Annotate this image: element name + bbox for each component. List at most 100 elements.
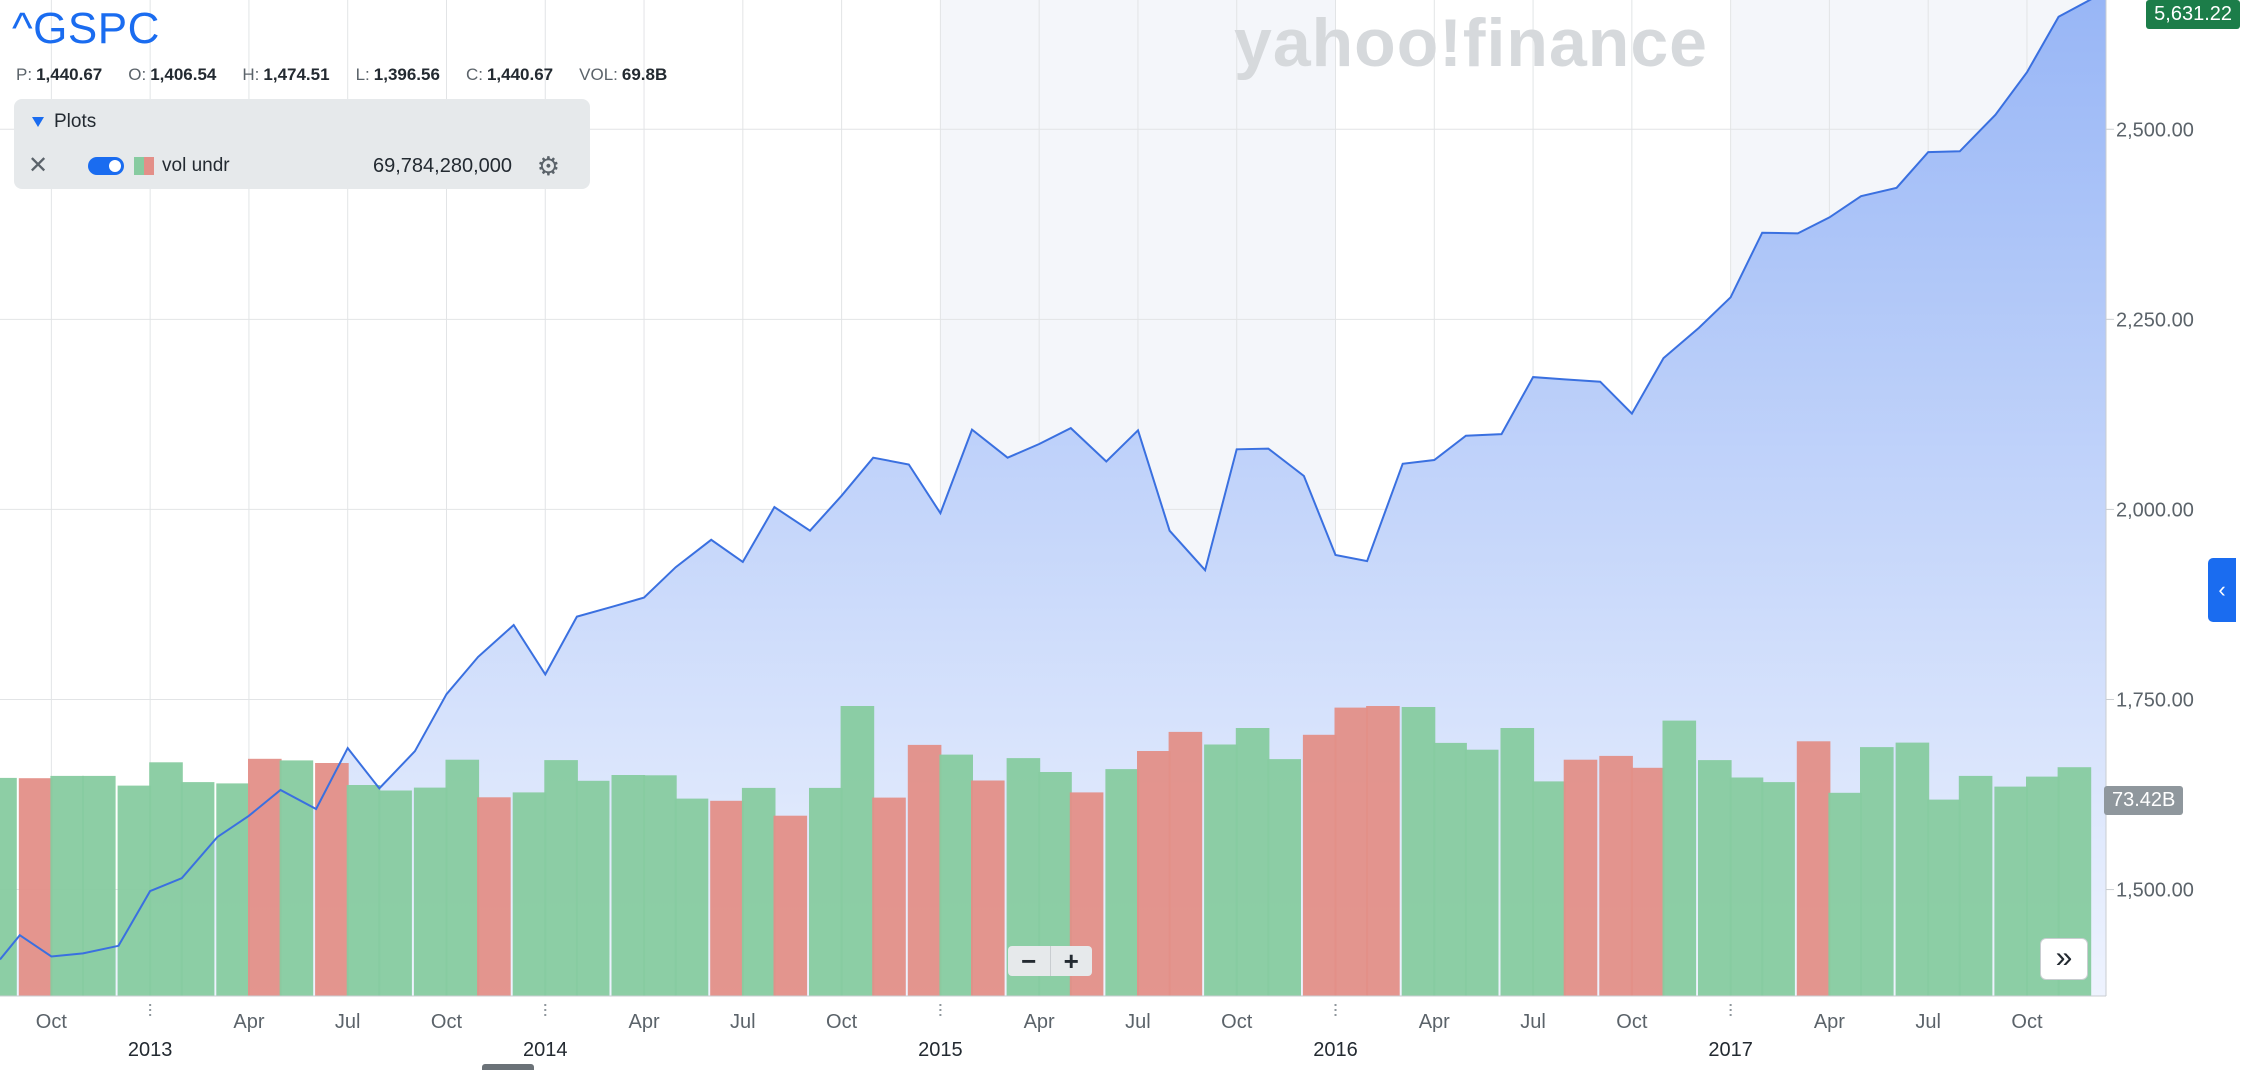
volume-bar-53 bbox=[1729, 777, 1764, 996]
volume-color-swatch[interactable] bbox=[134, 157, 154, 175]
x-month-label-2: Jul bbox=[335, 1011, 361, 1033]
volume-bar-35 bbox=[1137, 751, 1171, 996]
volume-bar-26 bbox=[840, 706, 875, 996]
y-tick-label-0: 1,500.00 bbox=[2116, 880, 2194, 902]
volume-bar-4 bbox=[117, 785, 152, 996]
zoom-in-button[interactable]: + bbox=[1049, 946, 1093, 976]
volume-bar-11 bbox=[346, 785, 381, 996]
volume-bar-15 bbox=[477, 797, 511, 996]
x-month-label-1: Apr bbox=[233, 1011, 264, 1033]
ohlc-volume: VOL: 69.8B bbox=[579, 65, 668, 84]
volume-bar-12 bbox=[378, 790, 412, 996]
x-month-label-6: Oct bbox=[826, 1011, 858, 1033]
volume-bar-16 bbox=[512, 792, 547, 996]
plot-value: 69,784,280,000 bbox=[372, 155, 512, 177]
volume-bar-47 bbox=[1532, 781, 1566, 996]
plots-toggle[interactable]: Plots bbox=[32, 111, 96, 133]
price-area-fill bbox=[0, 0, 2106, 996]
volume-bar-29 bbox=[939, 754, 973, 996]
volume-bar-46 bbox=[1500, 728, 1535, 996]
volume-bar-2 bbox=[50, 775, 84, 996]
x-month-label-15: Oct bbox=[2011, 1011, 2043, 1033]
y-tick-label-4: 2,500.00 bbox=[2116, 119, 2194, 141]
x-month-label-5: Jul bbox=[730, 1011, 756, 1033]
ohlc-price: P: 1,440.67 bbox=[16, 65, 103, 84]
volume-bar-58 bbox=[1895, 742, 1930, 996]
volume-bar-45 bbox=[1464, 749, 1499, 996]
volume-bar-3 bbox=[82, 775, 116, 996]
yahoo-finance-logo: yahoo!finance bbox=[1234, 5, 1708, 81]
price-line bbox=[0, 0, 2092, 961]
volume-badge: 73.42B bbox=[2104, 786, 2184, 815]
side-panel-tab[interactable]: ‹ bbox=[2208, 558, 2236, 622]
volume-bar-21 bbox=[674, 798, 709, 996]
x-year-label-3: 2016 bbox=[1313, 1039, 1358, 1061]
x-axis: Oct Apr Jul Oct Apr Jul Oct Apr Jul Oct Apr Jul Oct A… bbox=[0, 995, 2106, 1061]
ohlc-low: L: 1,396.56 bbox=[355, 65, 440, 84]
ohlc-high: H: 1,474.51 bbox=[242, 65, 330, 84]
volume-bar-43 bbox=[1401, 707, 1436, 996]
volume-bar-18 bbox=[575, 780, 610, 996]
ohlc-readout: P: 1,440.67 O: 1,406.54 H: 1,474.51 L: 1,396… bbox=[16, 65, 667, 85]
horizontal-scroll-handle[interactable] bbox=[482, 1064, 534, 1070]
ohlc-open: O: 1,406.54 bbox=[128, 65, 217, 84]
volume-bar-57 bbox=[1860, 747, 1894, 996]
plot-name: vol undr bbox=[162, 155, 230, 176]
x-month-label-14: Jul bbox=[1915, 1011, 1941, 1033]
volume-bar-39 bbox=[1267, 759, 1301, 996]
volume-bar-0 bbox=[0, 777, 17, 996]
volume-bar-44 bbox=[1433, 742, 1467, 996]
y-tick-label-3: 2,250.00 bbox=[2116, 309, 2194, 331]
x-month-label-3: Oct bbox=[431, 1011, 463, 1033]
volume-bar-41 bbox=[1334, 707, 1369, 996]
volume-bar-8 bbox=[248, 758, 282, 996]
volume-bar-61 bbox=[1994, 786, 2028, 996]
y-axis: 1,500.00 1,750.00 2,000.00 2,250.00 2,500.00 bbox=[2105, 0, 2194, 996]
volume-bar-51 bbox=[1662, 720, 1697, 996]
volume-bar-28 bbox=[907, 744, 942, 996]
volume-bar-23 bbox=[741, 787, 776, 996]
y-tick-label-2: 2,000.00 bbox=[2116, 499, 2194, 521]
volume-bar-56 bbox=[1828, 792, 1862, 996]
volume-bar-20 bbox=[643, 775, 677, 996]
volume-bar-40 bbox=[1302, 734, 1337, 996]
volume-bar-59 bbox=[1927, 799, 1961, 996]
caret-down-icon bbox=[32, 117, 44, 127]
x-month-label-4: Apr bbox=[628, 1011, 659, 1033]
gear-icon[interactable]: ⚙ bbox=[536, 151, 560, 181]
x-month-label-9: Oct bbox=[1221, 1011, 1253, 1033]
x-year-label-4: 2017 bbox=[1708, 1039, 1753, 1061]
volume-bar-34 bbox=[1105, 769, 1139, 996]
volume-bar-22 bbox=[710, 800, 744, 996]
volume-bar-30 bbox=[971, 780, 1005, 996]
volume-bar-60 bbox=[1958, 775, 1993, 996]
close-icon[interactable]: ✕ bbox=[28, 152, 49, 179]
x-month-label-10: Apr bbox=[1419, 1011, 1450, 1033]
plots-panel: Plots ✕ vol undr 69,784,280,000 ⚙ bbox=[14, 99, 590, 189]
volume-bar-36 bbox=[1168, 731, 1203, 996]
plots-title: Plots bbox=[54, 111, 97, 132]
volume-bar-48 bbox=[1563, 759, 1598, 996]
scroll-to-end-button[interactable]: » bbox=[2040, 938, 2088, 980]
x-month-label-8: Jul bbox=[1125, 1011, 1151, 1033]
x-month-label-13: Apr bbox=[1814, 1011, 1845, 1033]
volume-bar-49 bbox=[1599, 755, 1633, 996]
volume-bar-25 bbox=[809, 787, 843, 996]
volume-bar-13 bbox=[413, 787, 448, 996]
volume-bar-37 bbox=[1204, 744, 1238, 996]
volume-bar-52 bbox=[1698, 760, 1732, 996]
x-year-label-1: 2014 bbox=[523, 1039, 568, 1061]
x-month-label-0: Oct bbox=[36, 1011, 68, 1033]
zoom-out-button[interactable]: − bbox=[1021, 946, 1037, 976]
volume-bar-24 bbox=[773, 815, 808, 996]
ticker-symbol: ^GSPC bbox=[12, 4, 160, 53]
x-month-label-11: Jul bbox=[1520, 1011, 1546, 1033]
last-price-badge: 5,631.22 bbox=[2146, 0, 2240, 29]
x-month-label-12: Oct bbox=[1616, 1011, 1648, 1033]
volume-bar-55 bbox=[1796, 741, 1831, 996]
volume-bar-27 bbox=[872, 797, 906, 996]
volume-bar-10 bbox=[315, 763, 349, 996]
plot-item-row: ✕ vol undr 69,784,280,000 ⚙ bbox=[28, 151, 580, 181]
plot-visibility-toggle[interactable] bbox=[88, 157, 124, 175]
